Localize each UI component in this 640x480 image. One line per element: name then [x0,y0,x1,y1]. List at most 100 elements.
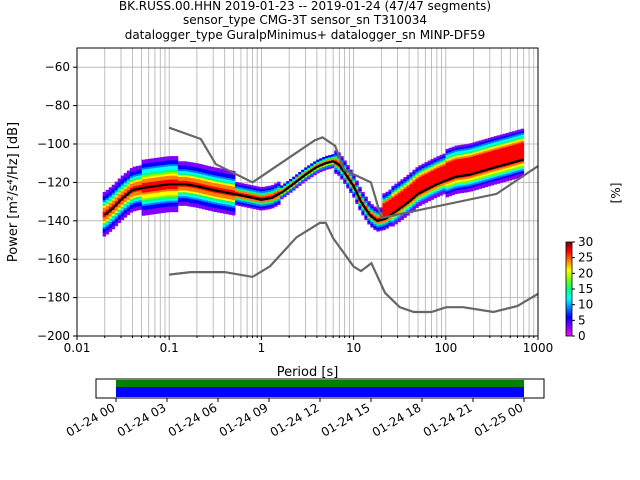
heatmap-cell [409,172,413,175]
heatmap-cell [225,187,230,190]
heatmap-cell [171,181,176,184]
heatmap-cell [180,178,185,181]
heatmap-cell [283,191,287,194]
heatmap-cell [403,202,407,205]
heatmap-cell [478,155,483,159]
heatmap-cell [216,185,221,188]
heatmap-cell [511,148,516,151]
heatmap-cell [466,147,470,150]
heatmap-cell [156,194,161,197]
heatmap-cell [352,176,356,179]
coverage-tick-label: 01-24 03 [115,400,169,439]
heatmap-cell [499,146,504,149]
heatmap-cell [183,195,188,199]
heatmap-cell [198,206,203,209]
heatmap-cell [310,173,314,176]
heatmap-cell [451,164,455,167]
heatmap-cell [424,167,428,171]
heatmap-cell [174,209,179,213]
heatmap-cell [120,202,125,205]
heatmap-cell [490,179,495,182]
heatmap-cell [250,198,254,201]
heatmap-cell [379,209,383,212]
heatmap-cell [355,195,359,199]
heatmap-cell [490,161,495,165]
heatmap-cell [391,197,395,200]
heatmap-cell [232,207,236,210]
heatmap-cell [123,215,128,218]
heatmap-cell [117,211,122,214]
heatmap-cell [421,202,425,205]
heatmap-cell [171,175,176,178]
heatmap-cell [207,198,212,202]
heatmap-cell [120,177,125,180]
heatmap-cell [442,190,446,193]
heatmap-cell [225,188,230,192]
heatmap-cell [472,155,477,158]
heatmap-cell [186,171,191,174]
heatmap-cell [304,171,308,174]
heatmap-cell [463,159,467,162]
heatmap-cell [319,169,323,173]
heatmap-cell [391,220,395,223]
heatmap-cell [484,161,489,165]
heatmap-cell [144,188,149,191]
heatmap-cell [171,184,176,188]
heatmap-cell [472,188,477,191]
heatmap-cell [135,202,140,205]
heatmap-cell [418,188,422,191]
heatmap-cell [382,220,386,223]
heatmap-cell [204,180,209,184]
heatmap-cell [162,179,167,183]
heatmap-cell [445,185,449,188]
heatmap-cell [117,214,122,218]
heatmap-cell [445,164,449,167]
heatmap-cell [394,187,398,190]
heatmap-cell [415,180,419,183]
heatmap-cell [427,168,431,171]
heatmap-cell [517,133,522,136]
heatmap-cell [126,208,131,212]
heatmap-cell [120,183,125,186]
heatmap-cell [277,187,281,190]
heatmap-cell [448,190,452,193]
heatmap-cell [517,167,522,171]
heatmap-cell [352,181,356,185]
heatmap-cell [511,165,516,169]
heatmap-cell [499,178,504,182]
heatmap-cell [174,181,179,184]
heatmap-cell [277,202,281,206]
heatmap-cell [367,216,371,219]
heatmap-cell [445,156,449,159]
heatmap-cell [138,182,143,185]
heatmap-cell [144,178,149,181]
heatmap-cell [156,170,161,174]
heatmap-cell [400,210,404,213]
heatmap-cell [256,194,260,197]
heatmap-cell [138,169,143,172]
heatmap-cell [403,196,407,199]
heatmap-cell [232,184,236,187]
heatmap-cell [195,180,200,183]
heatmap-cell [256,188,260,191]
heatmap-cell [123,198,128,201]
heatmap-cell [283,193,287,196]
heatmap-cell [382,193,386,196]
heatmap-cell [132,208,137,212]
heatmap-cell [442,157,446,160]
heatmap-cell [147,166,152,169]
heatmap-cell [418,167,422,170]
heatmap-cell [138,207,143,210]
heatmap-cell [469,179,473,182]
heatmap-cell [388,203,392,206]
heatmap-cell [168,173,173,176]
heatmap-cell [322,164,326,168]
heatmap-cell [207,202,212,205]
heatmap-cell [439,172,443,175]
heatmap-cell [192,203,197,206]
heatmap-cell [388,224,392,227]
heatmap-cell [177,168,182,172]
heatmap-cell [505,167,510,170]
heatmap-cell [319,165,323,169]
heatmap-cell [138,196,143,199]
